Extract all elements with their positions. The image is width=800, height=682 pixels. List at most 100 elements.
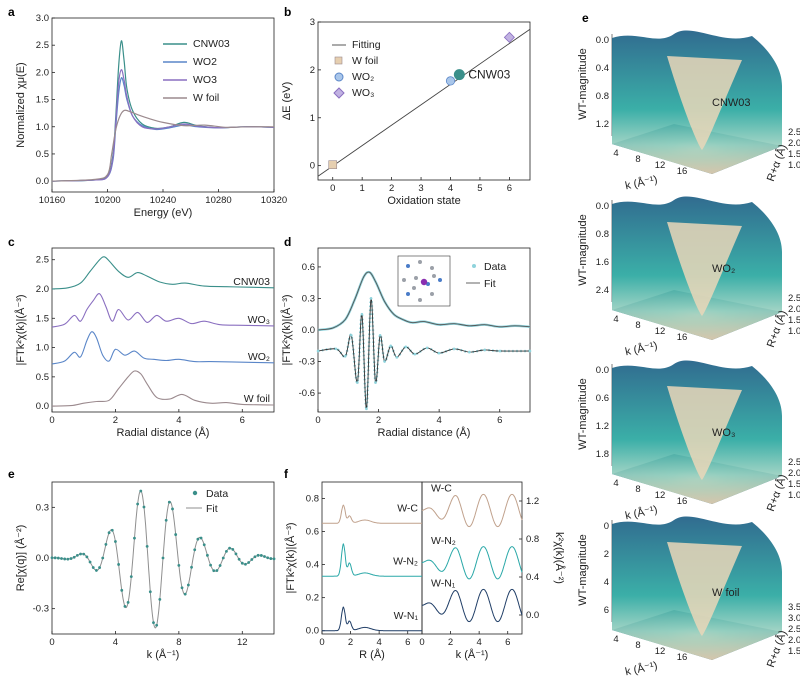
e-xtick-label: 4 [113, 637, 118, 648]
f-right-xlabel: k (Å⁻¹) [456, 648, 489, 661]
e-data-point [117, 563, 120, 566]
wt-r-tick-label: 1.0 [788, 490, 800, 501]
f-right-ytick-label: 0.8 [526, 534, 539, 545]
e-data-point [129, 575, 133, 579]
e-data-point [133, 536, 136, 540]
d-inset-atom [412, 286, 416, 290]
wt-surface-label: CNW03 [712, 97, 751, 109]
b-legend-label: Fitting [352, 39, 381, 51]
wt-k-tick-label: 8 [635, 320, 640, 331]
d-real-point [395, 356, 399, 359]
e-xtick-label: 8 [176, 637, 181, 648]
b-legend-label: WO₂ [352, 71, 374, 83]
e-data-point [88, 560, 92, 564]
wt-k-label: k (Å⁻¹) [624, 339, 659, 359]
wt-k-tick-label: 8 [635, 484, 640, 495]
f-right-xtick-label: 6 [505, 637, 510, 648]
e-data-point [256, 553, 260, 557]
c-series-label: CNW03 [233, 276, 270, 288]
c-series-label: WO₂ [248, 351, 270, 363]
d-real-point [528, 349, 532, 353]
f-right-frame [421, 481, 523, 635]
a-ylabel: Normalized χμ(E) [15, 62, 27, 147]
b-ytick-label: 2 [310, 65, 315, 76]
e-data-point [75, 554, 79, 557]
c-xtick-label: 6 [240, 415, 245, 426]
e-legend-label: Data [206, 488, 228, 500]
a-xtick-label: 10240 [150, 195, 176, 206]
panel-letter-b: b [284, 5, 291, 19]
a-xtick-label: 10320 [261, 195, 287, 206]
e-data-point [266, 556, 270, 560]
f-right-series-2 [421, 588, 523, 623]
a-xtick-label: 10280 [205, 195, 231, 206]
e-data-point [155, 623, 159, 627]
d-inset-center-atom [420, 278, 428, 286]
c-series-label: WO₃ [248, 314, 270, 326]
wt-z-label: WT-magnitude [577, 48, 589, 120]
panel-f-paths: 0 2 4 6 0.0 0.2 0.4 0.6 0.8 R (Å) |FTk²χ(k)|(Å⁻³) 0… [284, 481, 566, 661]
wt-r-tick-label: 2.5 [788, 127, 800, 138]
b-xtick-label: 3 [418, 183, 423, 194]
b-xlabel: Oxidation state [387, 195, 460, 207]
wt-z-tick-label: 1.2 [596, 421, 609, 432]
e-legend-label: Fit [206, 503, 218, 515]
e-data-point [95, 569, 98, 572]
d-inset-atom [438, 278, 442, 282]
d-real-point [404, 345, 408, 349]
f-right-series-1 [421, 546, 523, 580]
panel-letter-e: e [8, 467, 15, 481]
d-inset-atom [430, 266, 434, 270]
wt-r-tick-label: 3.0 [788, 613, 800, 624]
d-real-point [316, 349, 320, 353]
d-real-data [317, 297, 531, 411]
f-left-ylabel: |FTk²χ(k)|(Å⁻³) [284, 522, 297, 593]
wt-z-tick-label: 0.0 [596, 201, 609, 212]
e-data-point [183, 592, 187, 596]
b-ytick-label: 1 [310, 113, 315, 124]
wt-r-tick-label: 1.5 [788, 149, 800, 160]
d-real-point [437, 351, 441, 355]
e-data-point [171, 507, 174, 511]
e-data-point [82, 552, 86, 556]
d-magnitude-fit [317, 271, 531, 331]
d-xtick-label: 0 [315, 415, 320, 426]
panel-letter-d: d [284, 235, 291, 249]
e-data-point [164, 518, 168, 522]
b-point-wfoil [328, 160, 338, 169]
e-data-point [193, 548, 197, 552]
wt-r-tick-label: 2.0 [788, 468, 800, 479]
wt-k-tick-label: 12 [655, 490, 666, 501]
wt-k-label: k (Å⁻¹) [624, 503, 659, 523]
c-series-label: W foil [244, 393, 270, 405]
wt-k-label: k (Å⁻¹) [624, 173, 659, 193]
e-data-point [152, 621, 155, 625]
wt-z-tick-label: 1.6 [596, 257, 609, 268]
e-data-point [69, 557, 73, 560]
wt-z-tick-label: 0.8 [596, 229, 609, 240]
d-real-point [452, 347, 456, 351]
e-data-point [161, 556, 165, 560]
wt-k-tick-label: 16 [677, 332, 688, 343]
b-xtick-label: 2 [389, 183, 394, 194]
e-ytick-label: 0.0 [36, 553, 49, 564]
e-data-point [263, 555, 266, 558]
e-data-point [142, 505, 146, 509]
a-legend-label: WO2 [193, 56, 217, 68]
wt-k-tick-label: 4 [613, 478, 618, 489]
e-data-point [225, 549, 228, 553]
panel-letter-a: a [8, 5, 15, 19]
d-real-point [389, 344, 392, 348]
a-ytick-label: 1.0 [36, 122, 49, 133]
wt-z-tick-label: 6 [604, 605, 609, 616]
wt-k-tick-label: 4 [613, 634, 618, 645]
d-inset-atom [418, 260, 422, 264]
c-ytick-label: 1.5 [36, 313, 49, 324]
e-data-point [107, 531, 111, 535]
d-xlabel: Radial distance (Å) [378, 426, 471, 439]
e-data-point [167, 500, 171, 504]
e-data-point [60, 557, 63, 560]
e-data-point [244, 562, 247, 566]
e-data-point [158, 597, 162, 601]
